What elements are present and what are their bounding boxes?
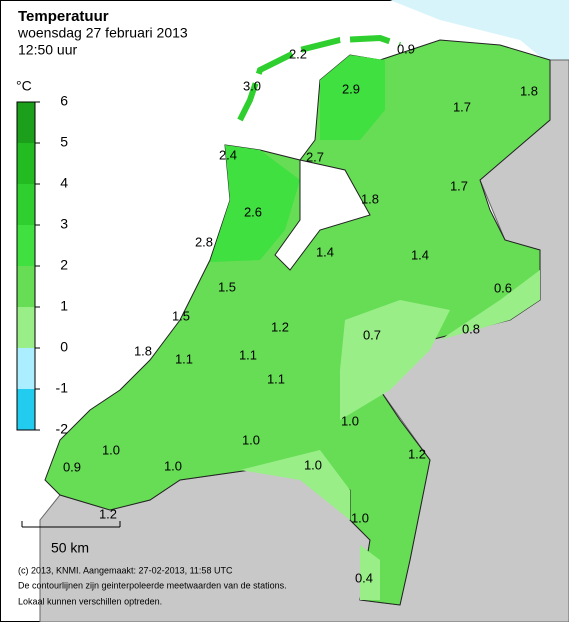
legend-label: 6	[60, 93, 68, 109]
station-value: 1.4	[411, 247, 429, 262]
legend-band	[17, 102, 35, 143]
station-value: 1.0	[102, 442, 120, 457]
legend-band	[17, 307, 35, 348]
warm-zone	[210, 145, 300, 262]
station-value: 0.8	[462, 321, 480, 336]
station-value: 1.1	[175, 351, 193, 366]
station-value: 1.2	[271, 319, 289, 334]
footer-line: De contourlijnen zijn geinterpoleerde me…	[18, 580, 287, 590]
cool-zone	[240, 270, 540, 600]
station-value: 0.6	[494, 280, 512, 295]
footer-line: Lokaal kunnen verschillen optreden.	[18, 596, 162, 606]
warm-zone	[320, 55, 385, 140]
station-value: 0.9	[63, 459, 81, 474]
station-value: 1.0	[304, 457, 322, 472]
station-value: 2.4	[219, 147, 237, 162]
station-value: 0.4	[355, 570, 373, 585]
station-value: 1.7	[450, 178, 468, 193]
legend-band	[17, 143, 35, 184]
station-value: 1.0	[341, 413, 359, 428]
station-value: 1.8	[134, 343, 152, 358]
station-value: 1.5	[172, 308, 190, 323]
time: 12:50 uur	[18, 42, 77, 58]
station-value: 2.6	[244, 204, 262, 219]
station-value: 1.2	[99, 506, 117, 521]
legend-band	[17, 184, 35, 225]
unit: °C	[16, 78, 32, 94]
title: Temperatuur	[18, 8, 109, 25]
footer-line: (c) 2013, KNMI. Aangemaakt: 27-02-2013, …	[18, 565, 233, 575]
station-value: 1.8	[520, 83, 538, 98]
station-value: 1.1	[239, 347, 257, 362]
netherlands	[44, 39, 551, 606]
legend-label: 5	[60, 134, 68, 150]
legend-label: 2	[60, 257, 68, 273]
ijsselmeer	[274, 159, 371, 271]
station-value: 1.8	[361, 191, 379, 206]
legend-label: -2	[56, 421, 69, 437]
station-value: 0.9	[397, 41, 415, 56]
legend-label: 1	[60, 298, 68, 314]
station-value: 1.2	[408, 446, 426, 461]
legend-label: 0	[60, 339, 68, 355]
station-value: 1.7	[453, 99, 471, 114]
legend-band	[17, 389, 35, 430]
station-value: 0.7	[363, 327, 381, 342]
station-value: 2.8	[195, 234, 213, 249]
legend-label: -1	[56, 380, 69, 396]
station-value: 1.0	[164, 458, 182, 473]
legend-label: 4	[60, 175, 68, 191]
station-value: 2.9	[342, 81, 360, 96]
station-value: 2.2	[289, 46, 307, 61]
station-value: 3.0	[243, 78, 261, 93]
station-value: 1.1	[267, 371, 285, 386]
station-value: 1.0	[351, 510, 369, 525]
legend-band	[17, 348, 35, 389]
station-value: 2.7	[306, 149, 324, 164]
scale-label: 50 km	[51, 540, 89, 556]
date: woensdag 27 februari 2013	[17, 25, 188, 41]
station-value: 1.5	[218, 279, 236, 294]
legend-label: 3	[60, 216, 68, 232]
sea	[390, 0, 569, 80]
legend-band	[17, 266, 35, 307]
wadden-islands	[237, 34, 401, 122]
station-value: 1.4	[316, 244, 334, 259]
legend-band	[17, 225, 35, 266]
station-value: 1.0	[242, 432, 260, 447]
